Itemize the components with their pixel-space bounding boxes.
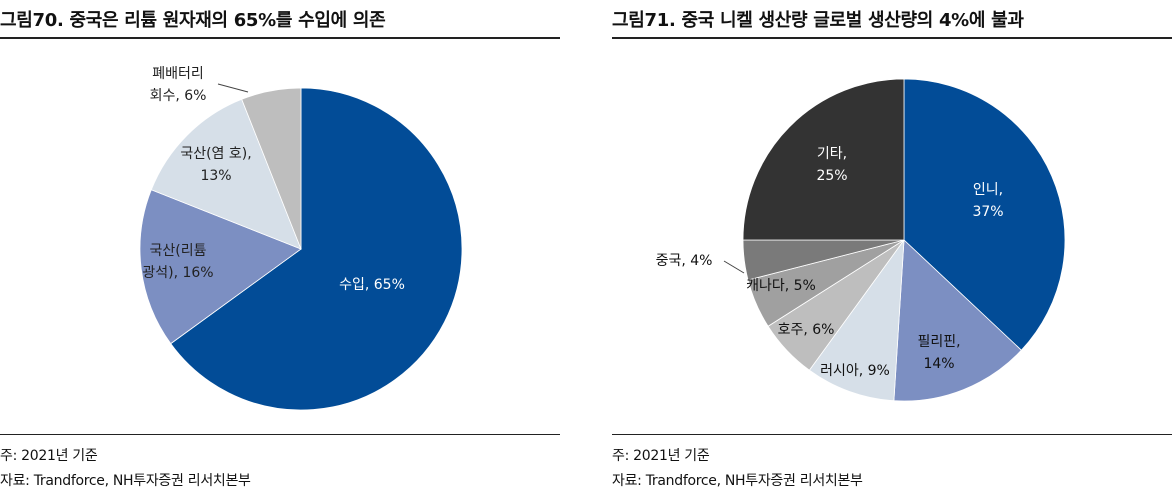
title-divider	[0, 37, 560, 39]
pie-slice-label: 캐나다, 5%	[746, 278, 816, 294]
pie-slice-nickel-2	[808, 238, 905, 402]
pie-slice-lithium-0	[170, 87, 463, 411]
pie-slice-lithium-1	[139, 189, 302, 345]
label-leader-line	[217, 83, 249, 93]
footer-divider	[612, 434, 1172, 435]
pie-slice-lithium-2	[150, 98, 302, 250]
title-divider	[612, 37, 1172, 39]
pie-slice-label: 국산(리튬 광석), 16%	[142, 243, 213, 281]
chart-panel-nickel: 그림71. 중국 니켈 생산량 글로벌 생산량의 4%에 불과 인니, 37% 필리…	[612, 0, 1172, 494]
pie-slice-label: 중국, 4%	[656, 253, 713, 269]
chart-title: 그림71. 중국 니켈 생산량 글로벌 생산량의 4%에 불과	[612, 10, 1024, 31]
chart-panel-lithium: 그림70. 중국은 리튬 원자재의 65%를 수입에 의존 수입, 65% 국산(…	[0, 0, 560, 494]
pie-slice-label: 국산(염 호), 13%	[180, 146, 251, 184]
pie-slice-label: 호주, 6%	[778, 322, 835, 338]
pie-chart-nickel: 인니, 37% 필리핀, 14% 러시아, 9% 호주, 6% 캐나다, 5% 중국, 4% 기…	[656, 78, 1066, 402]
chart-note: 주: 2021년 기준	[612, 448, 710, 464]
label-leader-line	[723, 260, 745, 274]
pie-slice-label: 러시아, 9%	[820, 363, 890, 379]
pie-slice-nickel-0	[903, 78, 1066, 351]
pie-slice-label: 기타, 25%	[816, 146, 847, 184]
chart-source: 자료: Trandforce, NH투자증권 리서치본부	[0, 473, 251, 489]
pie-slice-lithium-3	[241, 87, 302, 250]
pie-slice-nickel-1	[893, 239, 1022, 402]
pie-slice-label: 필리핀, 14%	[917, 334, 960, 372]
pie-slice-label: 폐배터리 회수, 6%	[150, 66, 207, 104]
chart-source: 자료: Trandforce, NH투자증권 리서치본부	[612, 473, 863, 489]
chart-title: 그림70. 중국은 리튬 원자재의 65%를 수입에 의존	[0, 10, 386, 31]
pie-slice-label: 수입, 65%	[339, 277, 405, 293]
pie-chart-lithium: 수입, 65% 국산(리튬 광석), 16% 국산(염 호), 13% 폐배터리 회수, 6…	[139, 66, 463, 411]
footer-divider	[0, 434, 560, 435]
pie-slice-nickel-6	[742, 78, 905, 241]
chart-note: 주: 2021년 기준	[0, 448, 98, 464]
pie-slice-label: 인니, 37%	[972, 182, 1003, 220]
